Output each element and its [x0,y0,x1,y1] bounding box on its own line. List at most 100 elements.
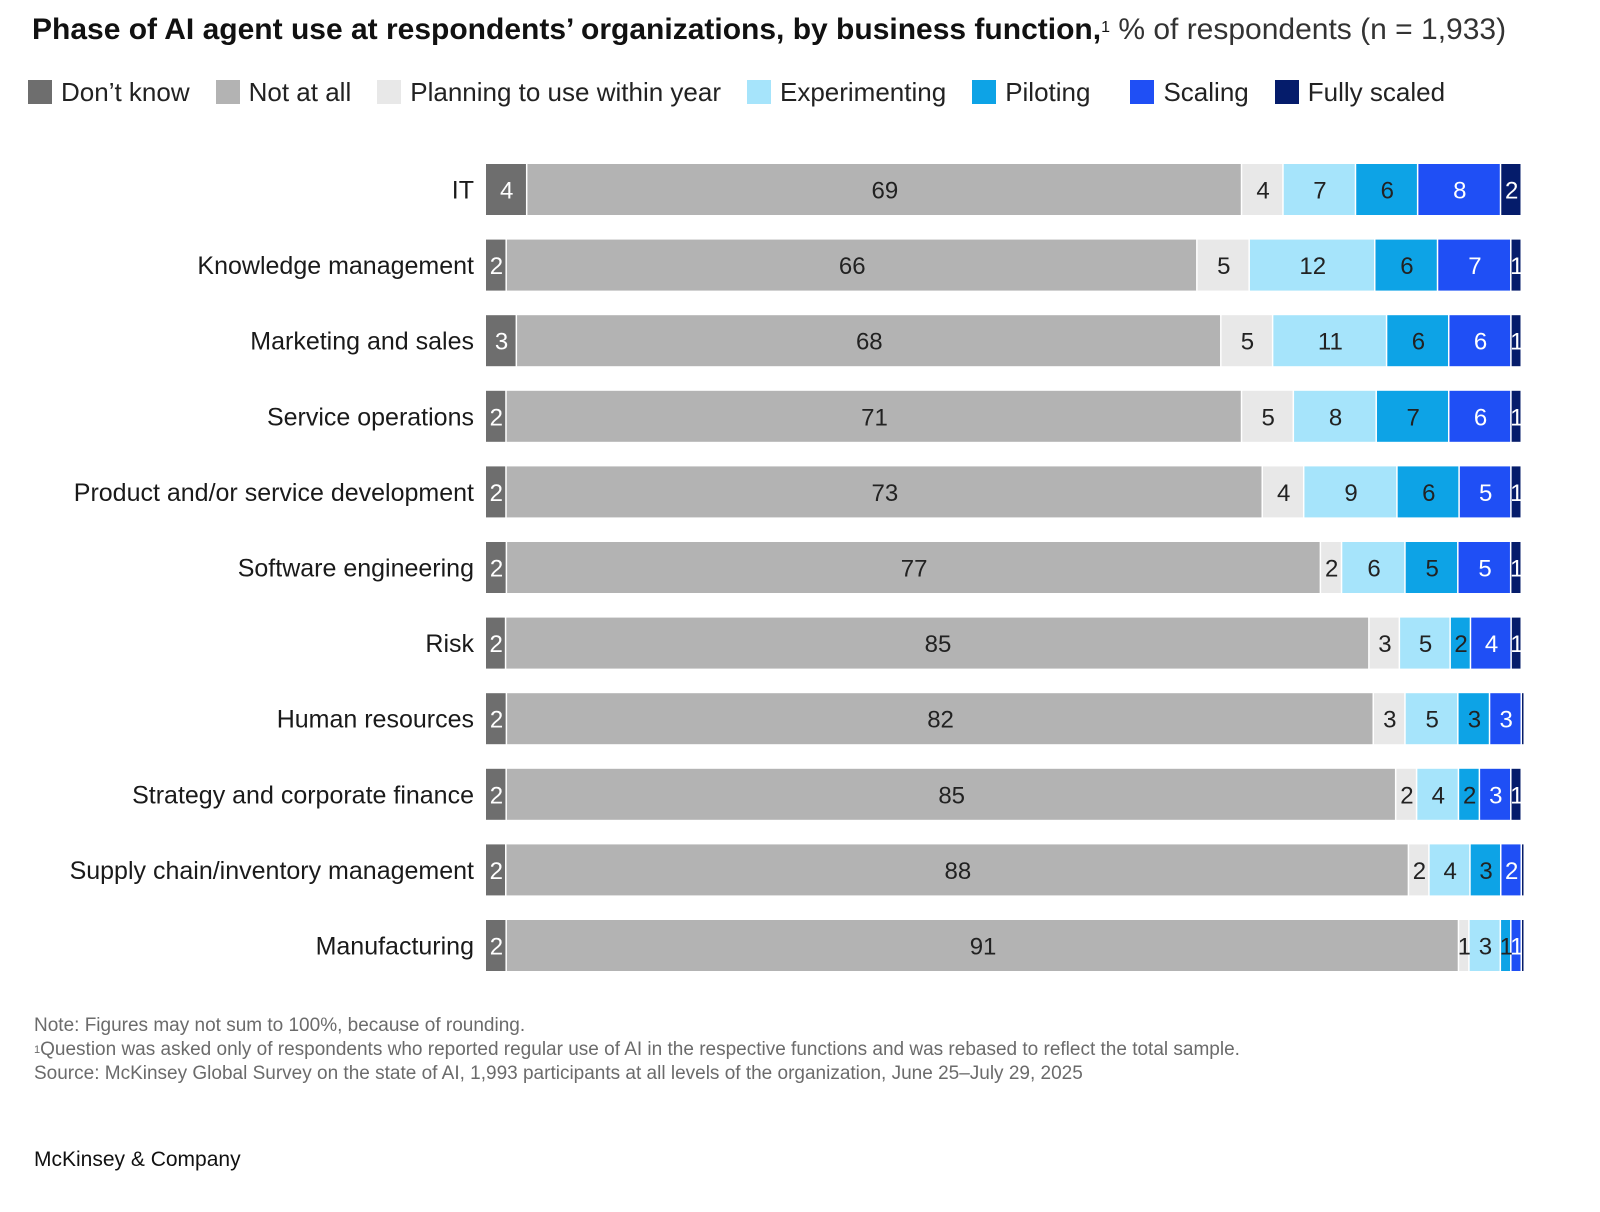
bar-segment-not-at-all [517,315,1221,367]
data-label: 1 [1510,934,1523,961]
legend-item-dont-know: Don’t know [28,77,190,108]
data-label: 3 [495,329,508,356]
category-label: Supply chain/inventory management [70,857,474,885]
bar-segment-fully-scaled [1501,164,1521,215]
bar-segment-experimenting [1273,315,1386,367]
data-label: 3 [1479,858,1492,885]
bar-segment-planning [1263,466,1303,518]
data-label: 6 [1381,178,1394,205]
bar-segment-not-at-all [506,617,1369,669]
bar-segment-planning [1197,239,1249,291]
bar-segment-piloting [1376,390,1448,442]
chart-notes: Note: Figures may not sum to 100%, becau… [34,1014,1574,1086]
brand-logo-text: McKinsey & Company [34,1148,241,1171]
data-label: 4 [500,178,513,205]
bar-segment-planning [1459,920,1469,971]
legend: Don’t know Not at all Planning to use wi… [28,74,1568,110]
data-label: 1 [1458,934,1471,961]
legend-label-dont-know: Don’t know [61,76,190,107]
data-label: 4 [1444,858,1457,885]
legend-label-experimenting: Experimenting [779,76,947,107]
bar-segment-experimenting [1342,542,1405,593]
bar-segment-fully-scaled [1511,315,1521,367]
data-label: 5 [1419,631,1432,658]
category-label: Product and/or service development [74,479,474,507]
rounding-note: Note: Figures may not sum to 100%, becau… [34,1015,526,1036]
bar-segment-dont-know [486,164,526,215]
bar-segment-piloting [1375,239,1437,291]
bar-segment-planning [1321,542,1341,593]
legend-item-scaling: Scaling [1130,76,1249,108]
data-label: 1 [1510,480,1523,507]
category-label: Human resources [277,706,474,734]
data-label: 3 [1468,707,1481,734]
bar-segment-experimenting [1283,164,1355,215]
data-label: 5 [1217,253,1230,280]
bar-segment-dont-know [486,239,506,291]
bar-segment-fully-scaled [1511,390,1521,442]
bar-segment-planning [1369,617,1399,669]
data-label: 1 [1510,404,1523,431]
legend-swatch-experimenting [746,80,771,104]
bar-segment-experimenting [1304,466,1397,518]
bar-segment-experimenting [1400,617,1450,669]
bar-segment-dont-know [486,768,506,820]
bar-segment-planning [1396,768,1416,820]
data-label: 91 [970,934,997,961]
data-label: 2 [490,404,503,431]
legend-swatch-not-at-all [215,80,240,104]
data-label: 5 [1241,329,1254,356]
bar-segment-scaling [1511,920,1521,971]
data-label: 2 [490,480,503,507]
data-label: 4 [1256,178,1269,205]
data-label: 6 [1412,329,1425,356]
category-label: Risk [425,630,474,658]
data-label: 88 [944,858,971,885]
data-label: 2 [490,782,503,809]
data-label: 9 [1344,480,1357,507]
bar-segment-dont-know [486,466,506,518]
data-label: 77 [901,556,928,583]
legend-swatch-planning [377,80,402,104]
bar-segment-not-at-all [507,542,1320,593]
legend-label-not-at-all: Not at all [248,76,352,107]
bar-segment-scaling [1459,466,1511,518]
data-label: 5 [1425,556,1438,583]
bar-segment-fully-scaled [1511,542,1521,593]
bar-segment-experimenting [1469,920,1500,971]
data-label: 3 [1479,934,1492,961]
data-label: 2 [490,556,503,583]
bar-segment-fully-scaled [1522,844,1524,896]
bar-segment-piloting [1397,466,1459,518]
data-label: 6 [1422,480,1435,507]
data-label: 3 [1499,707,1512,734]
bar-segment-dont-know [486,315,516,367]
bar-segment-not-at-all [506,768,1395,820]
bar-segment-piloting [1501,920,1511,971]
bar-segment-not-at-all [506,920,1458,971]
bar-segment-scaling [1471,617,1511,669]
bar-segment-fully-scaled [1522,920,1524,971]
bar-segment-dont-know [486,693,506,745]
bar-segment-experimenting [1249,239,1374,291]
category-label: Strategy and corporate finance [132,781,474,809]
legend-label-planning: Planning to use within year [410,76,721,107]
bar-segment-piloting [1450,617,1470,669]
bar-segment-scaling [1458,542,1510,593]
bar-segment-dont-know [486,542,506,593]
legend-label-scaling: Scaling [1163,76,1249,107]
category-label: Service operations [267,403,474,431]
data-label: 4 [1277,480,1290,507]
bar-segment-not-at-all [507,693,1373,745]
chart-subtitle: % of respondents (n = 1,933) [1118,13,1507,46]
data-label: 7 [1468,253,1481,280]
data-label: 6 [1474,404,1487,431]
chart-title: Phase of AI agent use at respondents’ or… [32,10,1572,50]
data-label: 7 [1313,178,1326,205]
title-footnote-mark: 1 [1101,19,1110,36]
data-label: 1 [1510,329,1523,356]
bar-segment-planning [1242,390,1293,442]
data-label: 2 [1413,858,1426,885]
bar-segment-piloting [1405,542,1458,593]
legend-item-not-at-all: Not at all [215,76,352,108]
